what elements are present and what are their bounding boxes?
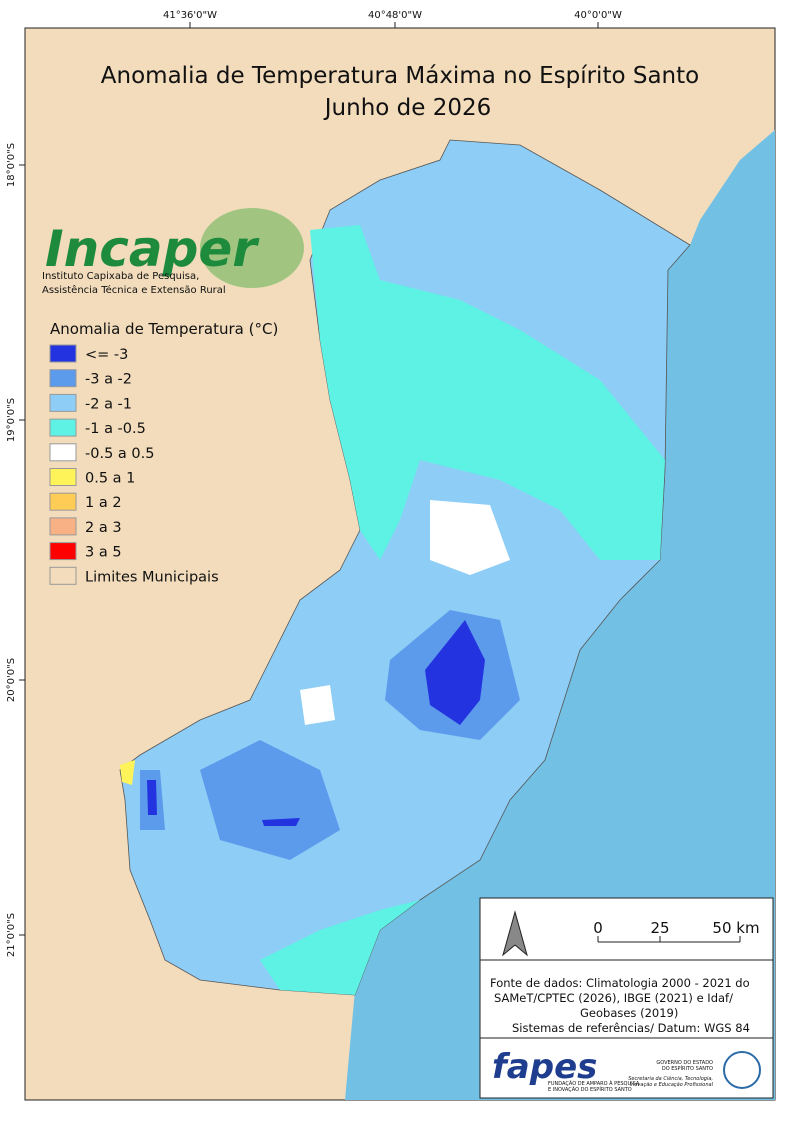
source-text: Fonte de dados: Climatologia 2000 - 2021… xyxy=(490,976,750,990)
dark-blue-region xyxy=(147,780,157,815)
legend: <= -3 -3 a -2 -2 a -1 -1 a -0.5 -0.5 a 0.5 0.… xyxy=(49,344,219,585)
ocean xyxy=(345,130,775,1100)
graticule-label: 41°36'0"W xyxy=(163,10,217,21)
logo-name: Incaper xyxy=(45,220,260,278)
graticule-label: 18°0'0"S xyxy=(6,143,17,187)
warm-region xyxy=(120,760,135,785)
scale-bar xyxy=(597,936,741,943)
dark-blue-region xyxy=(262,818,300,826)
legend-label: 0.5 a 1 xyxy=(85,471,135,487)
legend-swatch xyxy=(49,443,77,462)
legend-swatch xyxy=(49,492,77,511)
legend-swatch xyxy=(49,344,77,363)
north-arrow xyxy=(502,910,528,957)
graticule-label: 19°0'0"S xyxy=(6,398,17,442)
legend-label: Limites Municipais xyxy=(85,569,219,585)
source-text: SAMeT/CPTEC (2026), IBGE (2021) e Idaf/ xyxy=(494,991,733,1005)
fapes-sub: E INOVAÇÃO DO ESPÍRITO SANTO xyxy=(548,1086,632,1093)
scale-label: 25 xyxy=(650,919,669,937)
legend-swatch xyxy=(49,566,77,585)
blue-region xyxy=(200,740,340,860)
logo-leaf xyxy=(200,208,304,288)
cyan-region xyxy=(260,900,420,995)
legend-swatch xyxy=(49,468,77,486)
legend-label: 2 a 3 xyxy=(85,520,122,536)
graticule-label: 21°0'0"S xyxy=(6,913,17,957)
legend-swatch xyxy=(49,517,77,536)
neutral-region xyxy=(430,500,510,575)
subtitle: Junho de 2026 xyxy=(323,95,492,121)
gov-text: GOVERNO DO ESTADO xyxy=(656,1060,713,1066)
gov-text: Secretaria da Ciência, Tecnologia, xyxy=(628,1075,713,1082)
legend-title: Anomalia de Temperatura (°C) xyxy=(50,320,278,338)
graticule-label: 40°0'0"W xyxy=(574,10,622,21)
source-text: Sistemas de referências/ Datum: WGS 84 xyxy=(512,1021,750,1035)
fapes-logo: fapes xyxy=(492,1047,597,1087)
source-text: Geobases (2019) xyxy=(580,1006,678,1020)
neutral-region xyxy=(300,685,335,725)
logo-text: Instituto Capixaba de Pesquisa, xyxy=(42,271,199,282)
dark-blue-region xyxy=(425,620,485,725)
fapes-sub: FUNDAÇÃO DE AMPARO À PESQUISA xyxy=(548,1080,640,1087)
legend-label: 3 a 5 xyxy=(85,545,122,561)
legend-label: -1 a -0.5 xyxy=(85,421,146,437)
legend-label: <= -3 xyxy=(85,347,128,363)
scale-label: 0 xyxy=(593,919,603,937)
legend-swatch xyxy=(49,369,77,388)
cyan-region xyxy=(310,225,665,560)
graticule-label: 40°48'0"W xyxy=(368,10,422,21)
legend-label: -2 a -1 xyxy=(85,396,132,412)
legend-label: -3 a -2 xyxy=(85,372,132,388)
legend-swatch xyxy=(49,393,77,412)
graticule-label: 20°0'0"S xyxy=(6,658,17,702)
logo-text: Assistência Técnica e Extensão Rural xyxy=(42,284,226,296)
state-emblem xyxy=(723,1051,761,1089)
scale-label: 50 km xyxy=(712,919,759,937)
legend-label: -0.5 a 0.5 xyxy=(85,446,154,462)
gov-text: Inovação e Educação Profissional xyxy=(630,1082,714,1088)
gov-text: DO ESPÍRITO SANTO xyxy=(662,1065,713,1072)
legend-label: 1 a 2 xyxy=(85,495,122,511)
legend-swatch xyxy=(49,542,77,561)
legend-swatch xyxy=(49,418,77,437)
title: Anomalia de Temperatura Máxima no Espíri… xyxy=(101,63,699,89)
